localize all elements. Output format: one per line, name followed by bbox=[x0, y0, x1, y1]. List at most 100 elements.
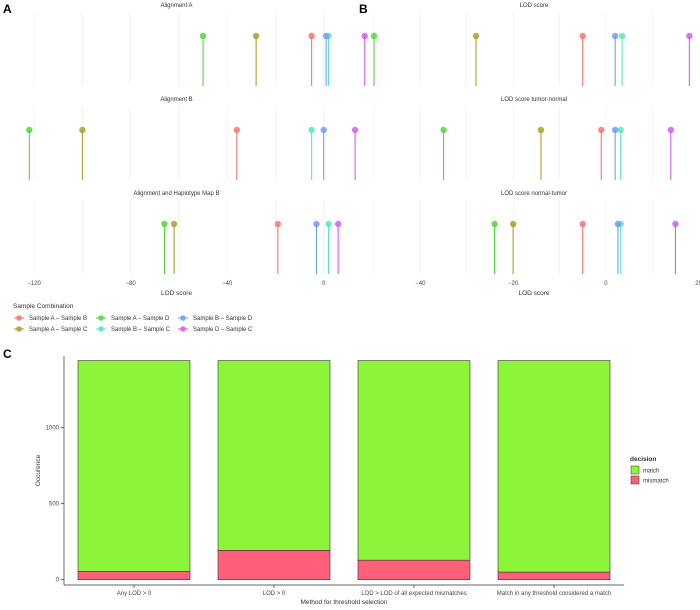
panel-label-b: B bbox=[359, 2, 368, 16]
panel-label-c: C bbox=[3, 347, 12, 361]
x-tick-label: −40 bbox=[222, 281, 233, 287]
x-tick-label: Any LOD > 0 bbox=[117, 591, 152, 597]
lollipop-point-D_C bbox=[686, 32, 693, 40]
lollipop-point-D_C bbox=[334, 220, 342, 228]
legend-title: decision bbox=[630, 456, 656, 463]
legend-key-match bbox=[630, 465, 640, 475]
lollipop-point-A_D bbox=[26, 126, 33, 134]
legend-label: Sample A – Sample D bbox=[111, 316, 170, 322]
lollipop-point-B_C bbox=[617, 126, 624, 134]
panel-c-stacked-bar-chart: 0 500 1000 Any LOD > 0 LOD > 0 LOD > LOD of a… bbox=[35, 356, 669, 606]
decision-legend: decision match mismatch bbox=[630, 456, 669, 485]
lollipop-point-B_D bbox=[611, 32, 619, 40]
y-tick-label: 1000 bbox=[46, 426, 60, 432]
x-tick-label: 20 bbox=[695, 281, 700, 287]
legend-entry-A_D: Sample A – Sample D bbox=[96, 315, 170, 322]
legend-title: Sample Combination bbox=[13, 303, 74, 310]
panel-label-a: A bbox=[3, 2, 12, 16]
y-tick-label: 0 bbox=[56, 578, 60, 584]
bar-group bbox=[77, 360, 191, 580]
lollipop-point-A_B bbox=[579, 32, 586, 40]
legend-key-point bbox=[180, 315, 186, 321]
lollipop-point-B_D bbox=[614, 220, 622, 228]
bar-match bbox=[77, 360, 191, 572]
lollipop-point-A_B bbox=[579, 220, 586, 228]
x-tick-label: 0 bbox=[604, 281, 608, 287]
x-tick-label: −80 bbox=[126, 281, 137, 287]
lollipop-point-B_C bbox=[308, 126, 315, 134]
x-tick-label: Match in any threshold considered a matc… bbox=[497, 591, 611, 597]
y-axis-title: Occurence bbox=[35, 454, 42, 486]
panel-b-lollipop-chart: LOD score LOD score tumor-normal LOD score… bbox=[370, 3, 700, 297]
lollipop-point-A_C bbox=[79, 126, 86, 134]
bar-mismatch bbox=[357, 559, 471, 580]
y-tick-label: 500 bbox=[49, 502, 60, 508]
bar-group bbox=[357, 360, 471, 580]
lollipop-point-A_B bbox=[598, 126, 605, 134]
bar-mismatch bbox=[497, 571, 611, 580]
bar-group bbox=[497, 360, 611, 580]
lollipop-point-A_C bbox=[252, 32, 260, 40]
lollipop-point-A_D bbox=[199, 32, 207, 40]
legend-key-point bbox=[16, 315, 22, 321]
lollipop-point-D_C bbox=[667, 126, 675, 134]
facet-title: LOD score tumor-normal bbox=[501, 97, 567, 103]
lollipop-point-A_B bbox=[233, 126, 241, 134]
bar-group bbox=[217, 360, 331, 580]
facet-a-1: Alignment B bbox=[26, 97, 359, 180]
lollipop-point-D_C bbox=[361, 32, 368, 40]
lollipop-point-A_B bbox=[308, 32, 315, 40]
legend-entry-A_B: Sample A – Sample B bbox=[14, 315, 87, 322]
legend-label: Sample B – Sample C bbox=[111, 327, 171, 333]
lollipop-point-A_C bbox=[537, 126, 545, 134]
legend-key-mismatch bbox=[630, 475, 640, 485]
x-tick-label: −20 bbox=[508, 281, 519, 287]
facet-title: Alignment and Haplotype Map B bbox=[133, 191, 219, 197]
panel-a-lollipop-chart: Alignment A Alignment B Alignment and Hapl… bbox=[26, 3, 368, 297]
facet-b-0: LOD score bbox=[370, 3, 693, 86]
lollipop-point-D_C bbox=[672, 220, 679, 228]
lollipop-point-A_D bbox=[491, 220, 498, 228]
bar-match bbox=[217, 360, 331, 551]
lollipop-point-B_D bbox=[320, 126, 327, 134]
legend-entry-B_C: Sample B – Sample C bbox=[96, 326, 171, 333]
bar-mismatch bbox=[77, 571, 191, 580]
x-tick-label: LOD > LOD of all expected mismatches bbox=[361, 591, 467, 597]
x-axis-title: LOD score bbox=[518, 290, 549, 297]
facet-b-1: LOD score tumor-normal bbox=[373, 97, 675, 180]
legend-entry-D_C: Sample D – Sample C bbox=[178, 326, 253, 333]
legend-key-point bbox=[98, 326, 104, 332]
facet-title: LOD score bbox=[520, 3, 549, 9]
bar-match bbox=[357, 360, 471, 561]
legend-label: Sample D – Sample C bbox=[193, 327, 253, 333]
sample-combination-legend: Sample Combination Sample A – Sample B Sam… bbox=[13, 303, 253, 333]
lollipop-point-A_B bbox=[274, 220, 282, 228]
facet-title: Alignment B bbox=[160, 97, 192, 103]
lollipop-point-A_C bbox=[509, 220, 517, 228]
facet-title: LOD score normal-tumor bbox=[501, 191, 567, 197]
legend-label-match: match bbox=[643, 469, 659, 475]
bar-mismatch bbox=[217, 550, 331, 580]
x-axis-title: LOD score bbox=[161, 290, 192, 297]
lollipop-point-B_C bbox=[618, 32, 626, 40]
facet-a-2: Alignment and Haplotype Map B bbox=[33, 191, 342, 274]
legend-key-point bbox=[180, 326, 186, 332]
x-tick-label: −120 bbox=[27, 281, 41, 287]
legend-key-point bbox=[98, 315, 104, 321]
legend-key-point bbox=[16, 326, 22, 332]
facet-title: Alignment A bbox=[160, 3, 192, 9]
lollipop-point-A_D bbox=[161, 220, 168, 228]
bar-match bbox=[497, 360, 611, 573]
x-axis-title: Method for threshold selection bbox=[300, 599, 387, 606]
x-tick-label: −40 bbox=[415, 281, 426, 287]
x-tick-label: LOD > 0 bbox=[263, 591, 286, 597]
legend-entry-A_C: Sample A – Sample C bbox=[14, 326, 88, 333]
facet-a-0: Alignment A bbox=[33, 3, 368, 86]
legend-label: Sample A – Sample B bbox=[29, 316, 87, 322]
legend-entry-B_D: Sample B – Sample D bbox=[178, 315, 253, 322]
lollipop-point-B_D bbox=[322, 32, 330, 40]
legend-label: Sample B – Sample D bbox=[193, 316, 253, 322]
x-tick-label: 0 bbox=[322, 281, 326, 287]
lollipop-point-A_D bbox=[440, 126, 447, 134]
